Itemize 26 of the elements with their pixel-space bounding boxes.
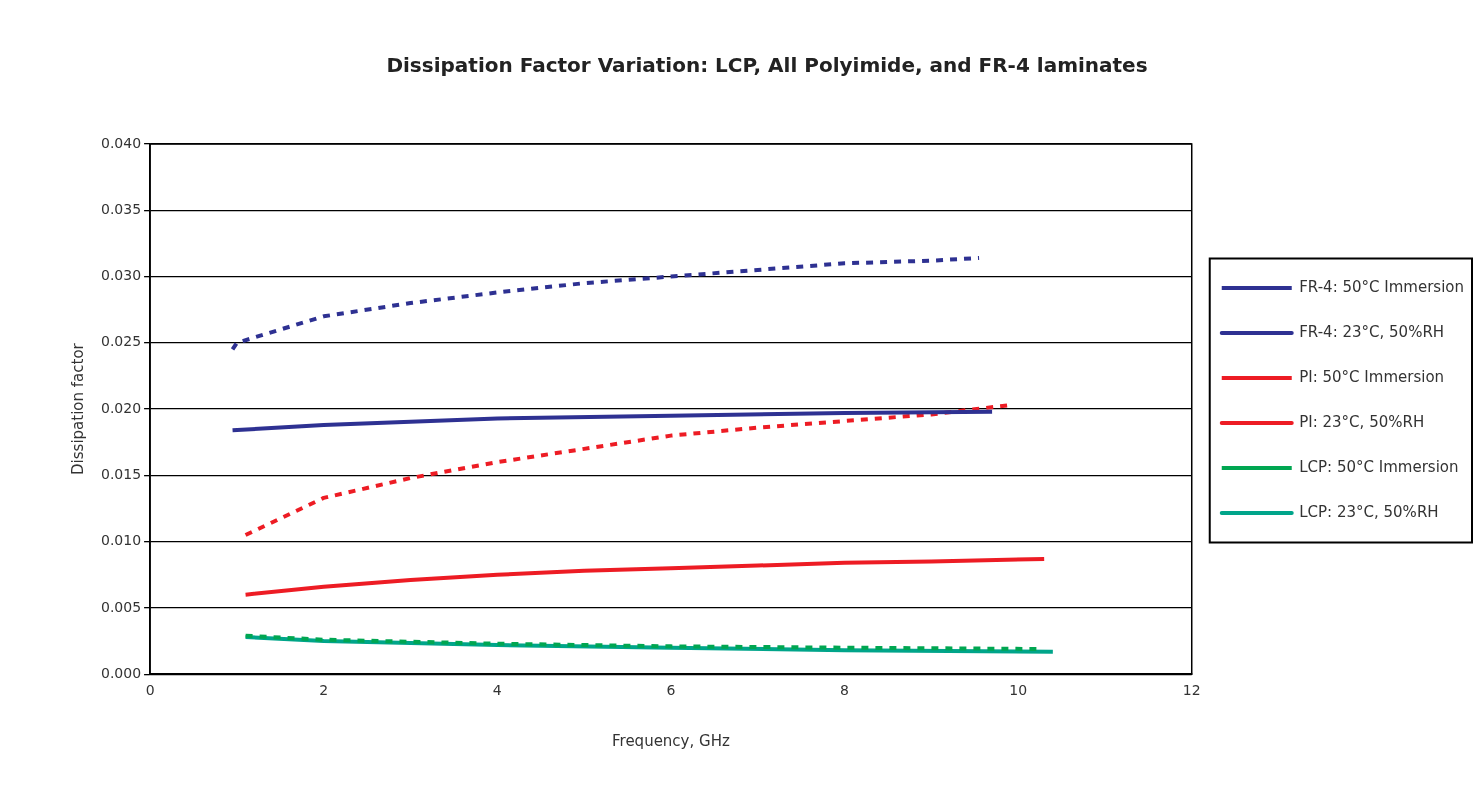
y-tick-label: 0.015 bbox=[100, 466, 142, 483]
line-series bbox=[230, 255, 982, 352]
legend-label: PI: 23°C, 50%RH bbox=[1299, 412, 1425, 431]
y-tick-label: 0.030 bbox=[100, 267, 142, 284]
x-tick-label: 12 bbox=[1182, 682, 1201, 699]
y-tick-label: 0.005 bbox=[100, 598, 142, 615]
legend-label: PI: 50°C Immersion bbox=[1299, 367, 1445, 386]
x-tick-label: 10 bbox=[1009, 682, 1028, 699]
legend-label: FR-4: 50°C Immersion bbox=[1299, 277, 1465, 296]
x-tick-label: 0 bbox=[145, 682, 155, 699]
x-tick-label: 2 bbox=[319, 682, 329, 699]
legend-label: LCP: 50°C Immersion bbox=[1299, 457, 1459, 476]
y-tick-label: 0.035 bbox=[100, 200, 142, 217]
y-tick-label: 0.025 bbox=[100, 333, 142, 350]
y-tick-label: 0.010 bbox=[100, 532, 142, 549]
x-tick-label: 4 bbox=[492, 682, 502, 699]
chart-title: Dissipation Factor Variation: LCP, All Polyimide, and FR-4 laminates bbox=[386, 53, 1148, 78]
y-tick-label: 0.000 bbox=[100, 664, 142, 681]
legend-label: FR-4: 23°C, 50%RH bbox=[1299, 322, 1445, 341]
x-tick-label: 8 bbox=[840, 682, 849, 699]
y-tick-label: 0.020 bbox=[100, 399, 142, 416]
y-axis-title: Dissipation factor bbox=[68, 342, 87, 475]
y-tick-label: 0.040 bbox=[100, 134, 142, 151]
x-tick-label: 6 bbox=[666, 682, 676, 699]
legend-label: LCP: 23°C, 50%RH bbox=[1299, 502, 1439, 521]
x-axis-title: Frequency, GHz bbox=[612, 731, 730, 750]
